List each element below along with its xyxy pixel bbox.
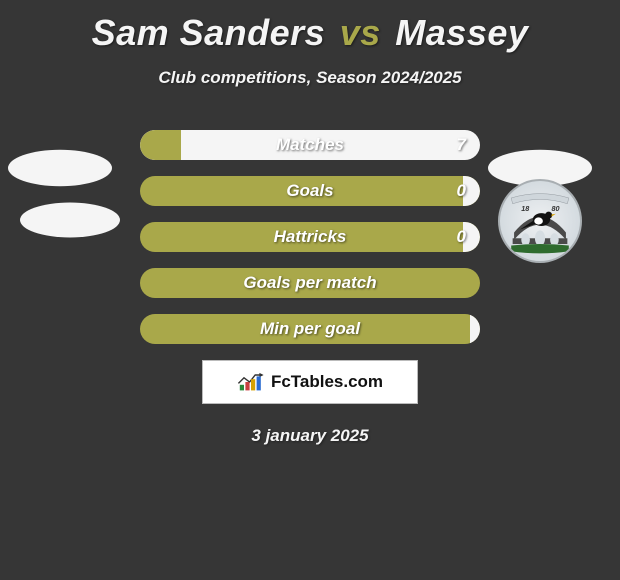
player1-avatar [8,150,112,186]
vs-label: vs [340,12,381,53]
stat-value-right: 0 [457,222,466,252]
stat-label: Goals [140,176,480,206]
stat-label: Goals per match [140,268,480,298]
stat-value-right: 7 [457,130,466,160]
brand-logo-text: FcTables.com [271,372,383,392]
stat-value-right: 0 [457,176,466,206]
stat-bar-min-per-goal: Min per goal [140,314,480,344]
player1-club-avatar [20,203,120,238]
stat-bar-hattricks: Hattricks 0 [140,222,480,252]
player1-name: Sam Sanders [92,12,326,53]
stat-label: Matches [140,130,480,160]
stat-label: Hattricks [140,222,480,252]
player2-name: Massey [395,12,528,53]
crest-svg: 18 80 [504,185,576,257]
stat-bar-goals-per-match: Goals per match [140,268,480,298]
subtitle: Club competitions, Season 2024/2025 [0,68,620,88]
crest-year-left: 18 [521,204,529,213]
brand-bars-icon [237,372,265,392]
stats-container: Matches 7 Goals 0 Hattricks 0 Goals per … [140,130,480,344]
crest-year-right: 80 [552,204,560,213]
stat-bar-goals: Goals 0 [140,176,480,206]
brand-logo-box: FcTables.com [202,360,418,404]
comparison-title: Sam Sanders vs Massey [0,0,620,54]
generated-date: 3 january 2025 [0,426,620,446]
player2-club-crest: 18 80 [498,179,582,263]
stat-bar-matches: Matches 7 [140,130,480,160]
stat-label: Min per goal [140,314,480,344]
